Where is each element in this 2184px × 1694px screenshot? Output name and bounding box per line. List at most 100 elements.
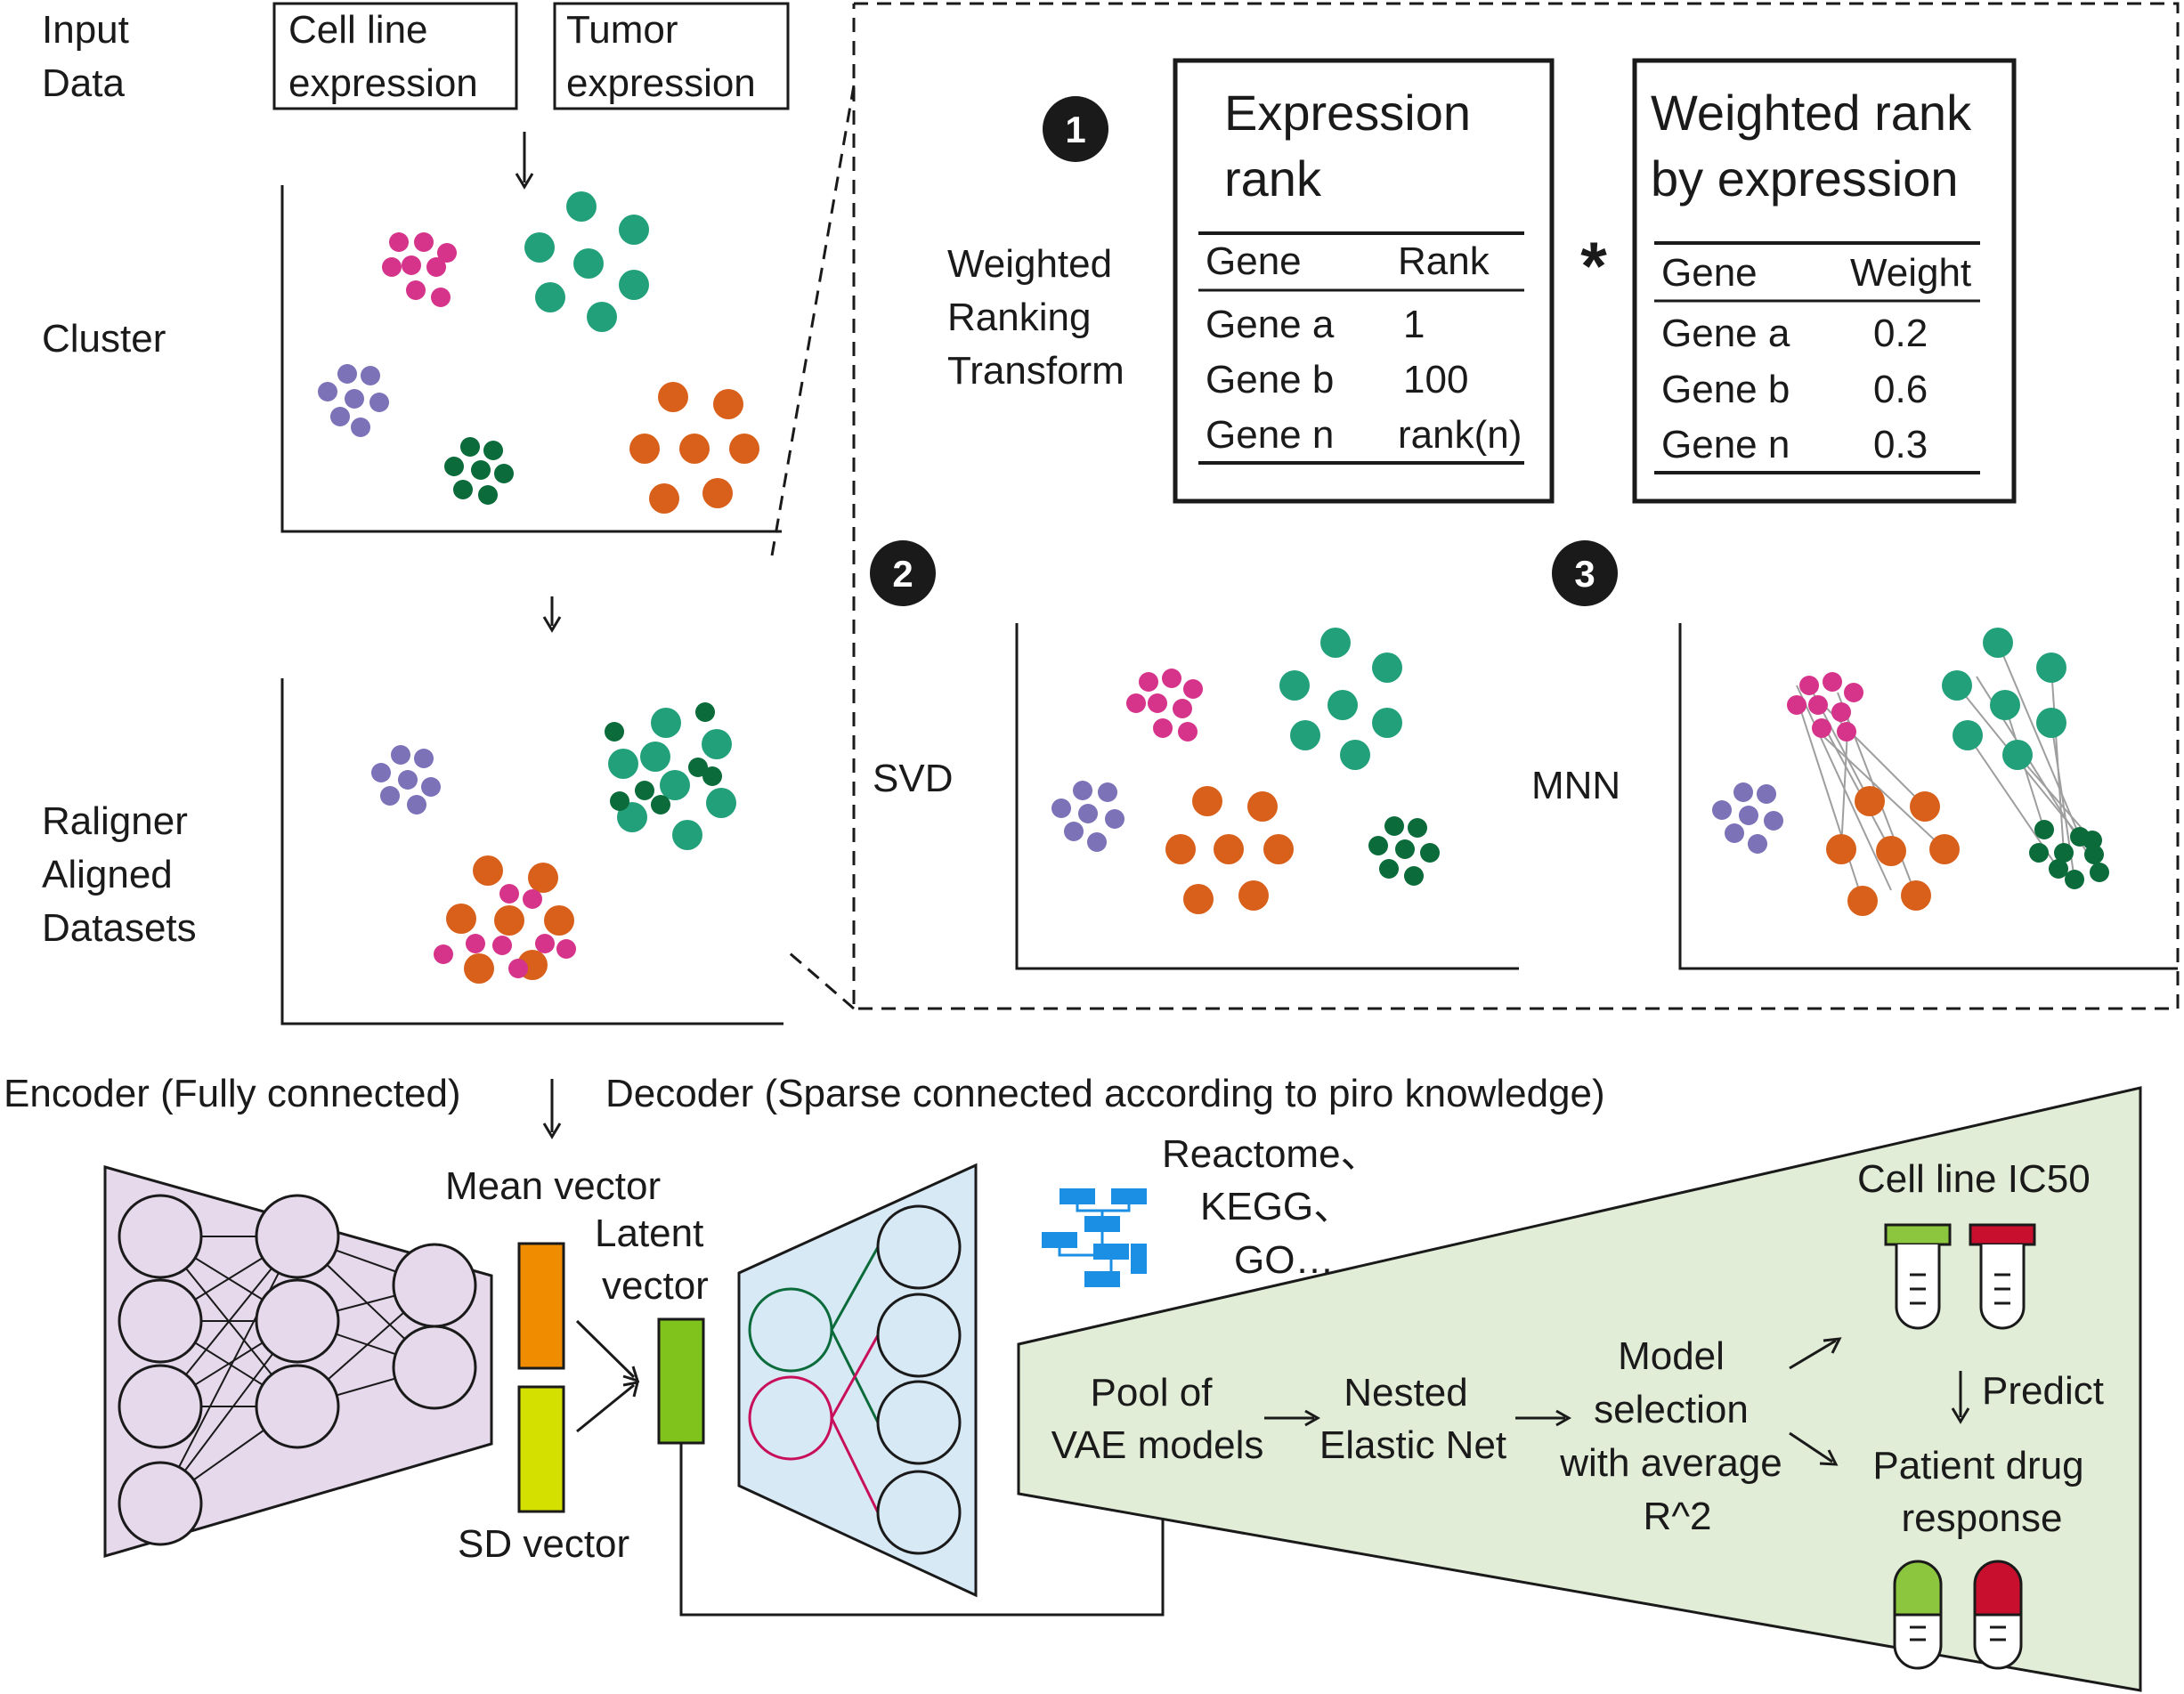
arrow-selection-to-ic50-head bbox=[1823, 1337, 1842, 1354]
cell-line-expression-box bbox=[272, 2, 518, 110]
cluster-magenta bbox=[382, 232, 457, 307]
patient-label-line1: Patient drug bbox=[1872, 1444, 2083, 1487]
mnn-dark-green bbox=[2029, 820, 2109, 889]
pool-label-line2: VAE models bbox=[1051, 1423, 1264, 1467]
mnn-plot-points bbox=[1712, 628, 2109, 916]
mnn-purple bbox=[1712, 782, 1783, 854]
svd-dark-green bbox=[1368, 816, 1440, 886]
arrow-mean-to-latent-head bbox=[622, 1366, 640, 1383]
wrt-line3: Transform bbox=[947, 349, 1124, 393]
aligned-label-line1: Raligner bbox=[42, 799, 188, 843]
expression-rank-row1-value: 1 bbox=[1403, 303, 1425, 346]
selection-label-line1: Model bbox=[1618, 1334, 1725, 1378]
patient-label-line2: response bbox=[1901, 1496, 2062, 1540]
expression-rank-row2-value: 100 bbox=[1403, 358, 1468, 401]
expression-rank-row3-gene: Gene n bbox=[1206, 413, 1334, 457]
weighted-rank-title-line1: Weighted rank bbox=[1651, 85, 1972, 141]
pill-capsule-green-icon bbox=[1893, 1560, 1943, 1670]
expression-rank-title-line2: rank bbox=[1224, 150, 1322, 207]
aligned-magenta bbox=[434, 884, 576, 978]
encoder-nodes bbox=[118, 1194, 477, 1546]
arrow-sd-to-latent-head bbox=[622, 1381, 640, 1398]
tumor-expression-line2: expression bbox=[566, 61, 756, 105]
cluster-label: Cluster bbox=[42, 317, 166, 361]
step-1-number: 1 bbox=[1065, 109, 1085, 150]
expression-rank-row1-gene: Gene a bbox=[1206, 303, 1335, 346]
expression-rank-box bbox=[1173, 58, 1555, 504]
arrow-selection-to-patient-head bbox=[1819, 1449, 1839, 1466]
pool-label-line1: Pool of bbox=[1091, 1371, 1214, 1414]
selection-label-line2: selection bbox=[1594, 1388, 1749, 1431]
tumor-expression-line1: Tumor bbox=[566, 8, 678, 52]
tumor-expression-box bbox=[553, 2, 790, 110]
mnn-magenta bbox=[1787, 672, 1863, 742]
aligned-label-line3: Datasets bbox=[42, 906, 197, 950]
step-1-badge bbox=[1043, 96, 1108, 162]
db-kegg: KEGG、 bbox=[1200, 1185, 1352, 1228]
weighted-rank-row2-gene: Gene b bbox=[1661, 368, 1790, 411]
predict-label: Predict bbox=[1982, 1369, 2104, 1413]
arrow-sd-to-latent bbox=[576, 1383, 635, 1433]
expression-rank-row2-gene: Gene b bbox=[1206, 358, 1334, 401]
weighted-rank-row3-value: 0.3 bbox=[1873, 423, 1928, 466]
decoder-nodes bbox=[748, 1204, 962, 1555]
weighted-rank-row2-value: 0.6 bbox=[1873, 368, 1928, 411]
weighted-rank-box bbox=[1632, 58, 2017, 504]
svd-orange bbox=[1165, 786, 1294, 914]
arrow-selection-to-ic50 bbox=[1789, 1339, 1837, 1370]
raligner-steps-panel: 1 Weighted Ranking Transform Expression … bbox=[769, 2, 2180, 1010]
step-2-badge bbox=[870, 540, 936, 606]
svd-plot-points bbox=[1051, 628, 1440, 914]
aligned-section: Raligner Aligned Datasets bbox=[42, 678, 783, 1025]
cluster-section: Cluster bbox=[42, 185, 782, 633]
nested-label-line2: Elastic Net bbox=[1319, 1423, 1506, 1467]
pathway-database-icon bbox=[1042, 1188, 1147, 1287]
dashed-panel-border bbox=[852, 2, 2180, 1010]
step-3-number: 3 bbox=[1574, 553, 1595, 595]
mnn-orange bbox=[1826, 786, 1960, 916]
arrow-aligned-to-encoder-head bbox=[542, 1123, 562, 1139]
mnn-label: MNN bbox=[1531, 764, 1620, 807]
selection-label-line3: with average bbox=[1559, 1441, 1782, 1485]
aligned-plot-axes bbox=[280, 678, 783, 1025]
step-2-number: 2 bbox=[892, 553, 913, 595]
selection-label-line4: R^2 bbox=[1644, 1495, 1712, 1538]
expression-rank-col-gene: Gene bbox=[1206, 239, 1302, 283]
aligned-dark-green bbox=[605, 702, 722, 815]
cluster-orange bbox=[629, 382, 759, 514]
db-reactome: Reactome、 bbox=[1162, 1132, 1380, 1176]
wrt-line1: Weighted bbox=[947, 242, 1112, 286]
pill-capsule-red-icon bbox=[1973, 1560, 2023, 1670]
latent-vector-bar bbox=[657, 1317, 705, 1445]
arrow-nested-to-selection-head bbox=[1555, 1409, 1572, 1427]
expression-rank-col-rank: Rank bbox=[1398, 239, 1490, 283]
expression-rank-title-line1: Expression bbox=[1224, 85, 1471, 141]
cluster-plot-points bbox=[318, 191, 759, 514]
aligned-plot-points bbox=[371, 702, 736, 984]
test-tube-red-icon bbox=[1969, 1223, 2036, 1330]
prediction-panel: Pool of VAE models Nested Elastic Net Mo… bbox=[1017, 1086, 2142, 1692]
connector-latent-to-pool bbox=[679, 1443, 1165, 1617]
weighted-rank-col-gene: Gene bbox=[1661, 251, 1758, 295]
cell-line-expression-line1: Cell line bbox=[288, 8, 428, 52]
step-3-badge bbox=[1552, 540, 1618, 606]
svd-teal bbox=[1279, 628, 1402, 770]
aligned-purple bbox=[371, 745, 441, 815]
weighted-rank-row3-gene: Gene n bbox=[1661, 423, 1790, 466]
cluster-purple bbox=[318, 364, 389, 437]
cluster-teal bbox=[524, 191, 649, 332]
arrow-selection-to-patient bbox=[1789, 1431, 1833, 1463]
svd-magenta bbox=[1126, 669, 1203, 742]
sd-vector-bar bbox=[517, 1385, 565, 1513]
cluster-dark-green bbox=[444, 437, 514, 505]
arrow-cluster-to-aligned-head bbox=[542, 616, 562, 633]
nested-label-line1: Nested bbox=[1344, 1371, 1467, 1414]
latent-vector-label-line1: Latent bbox=[595, 1212, 703, 1255]
weighted-rank-row1-gene: Gene a bbox=[1661, 312, 1790, 355]
aligned-label-line2: Aligned bbox=[42, 853, 173, 896]
aligned-teal bbox=[608, 708, 736, 850]
vae-section: Encoder (Fully connected) Decoder (Spars… bbox=[4, 1072, 1605, 1617]
svd-label: SVD bbox=[873, 757, 953, 800]
arrow-predict-head bbox=[1951, 1407, 1970, 1424]
multiply-symbol: * bbox=[1580, 229, 1607, 304]
